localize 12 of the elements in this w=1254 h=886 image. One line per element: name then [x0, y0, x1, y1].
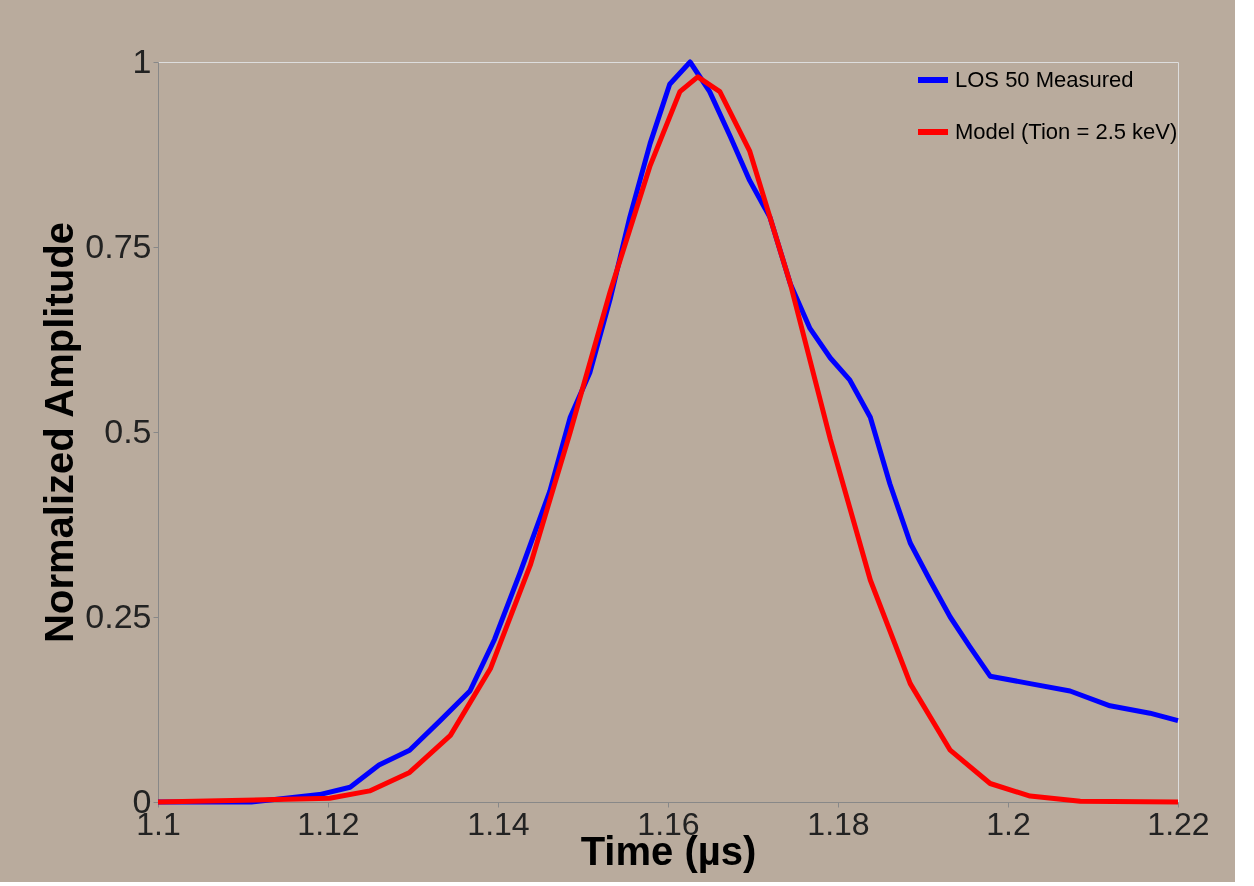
x-tick-label: 1.18	[807, 805, 870, 842]
x-tick-label: 1.12	[297, 805, 360, 842]
x-tick-label: 1.2	[986, 805, 1031, 842]
y-tick-label: 0.5	[104, 411, 152, 450]
y-tick-label: 0.25	[85, 596, 152, 635]
y-axis-title: Normalized Amplitude	[37, 222, 82, 643]
y-tick-label: 0.75	[85, 226, 152, 265]
x-tick-label: 1.22	[1147, 805, 1210, 842]
y-tick-label: 1	[132, 41, 152, 80]
x-tick-label: 1.14	[467, 805, 530, 842]
legend-label: Model (Tion = 2.5 keV)	[955, 119, 1178, 144]
legend-label: LOS 50 Measured	[955, 67, 1134, 92]
